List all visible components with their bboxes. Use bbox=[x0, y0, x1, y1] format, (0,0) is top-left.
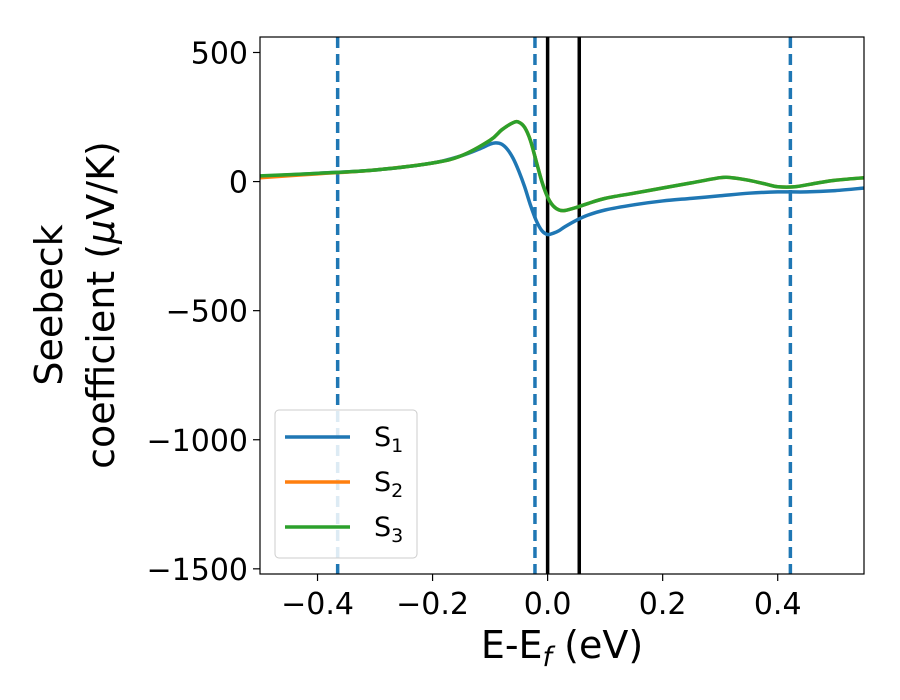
x-axis-ticks: −0.4 −0.2 0.0 0.2 0.4 bbox=[281, 574, 802, 622]
y-axis-label-line1: Seebeck bbox=[27, 224, 71, 385]
legend-label-s3: S3 bbox=[374, 512, 403, 547]
y-tick-label: 0 bbox=[229, 166, 248, 201]
series-line-s1 bbox=[260, 141, 864, 237]
legend-label-s1: S1 bbox=[374, 422, 403, 457]
x-tick-label: −0.4 bbox=[281, 587, 354, 622]
x-tick-label: −0.2 bbox=[396, 587, 469, 622]
legend: S1 S2 S3 bbox=[274, 409, 418, 559]
plot-frame bbox=[259, 36, 865, 575]
x-axis-label-unit: (eV) bbox=[552, 623, 643, 667]
y-tick-label: −500 bbox=[166, 295, 248, 330]
series-line-s2 bbox=[260, 119, 864, 213]
y-axis-label-mu: μ bbox=[79, 220, 123, 245]
x-tick-label: 0.4 bbox=[754, 587, 802, 622]
y-tick-label: 500 bbox=[191, 36, 248, 71]
y-tick-label: −1000 bbox=[147, 424, 248, 459]
y-axis-label-unit: V/K) bbox=[79, 141, 123, 220]
x-axis-label: E-Ef (eV) bbox=[481, 623, 643, 673]
legend-label-s2: S2 bbox=[374, 467, 403, 502]
y-axis-label: Seebeck coefficient (μV/K) bbox=[27, 141, 123, 469]
x-tick-label: 0.0 bbox=[524, 587, 572, 622]
y-axis-ticks: 500 0 −500 −1000 −1500 bbox=[147, 36, 260, 588]
x-tick-label: 0.2 bbox=[639, 587, 687, 622]
legend-box bbox=[274, 409, 418, 559]
y-axis-label-line2: coefficient (μV/K) bbox=[79, 141, 123, 469]
series-layer bbox=[260, 119, 864, 237]
y-tick-label: −1500 bbox=[147, 553, 248, 588]
series-line-s3 bbox=[260, 119, 864, 213]
